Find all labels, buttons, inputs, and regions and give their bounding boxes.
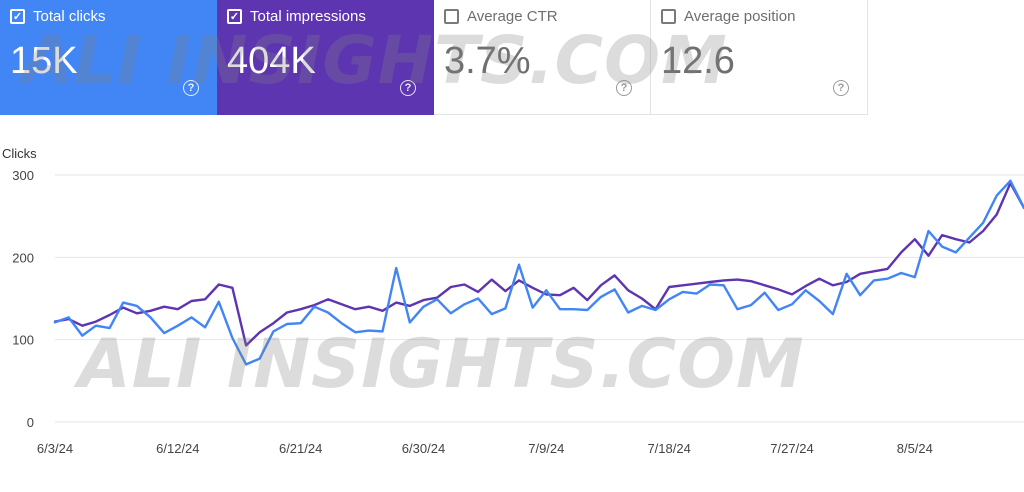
y-tick-label: 100 [12,333,34,348]
help-icon[interactable]: ? [182,80,199,96]
x-tick-label: 6/12/24 [156,441,199,456]
x-tick-label: 7/27/24 [770,441,813,456]
clicks-line-chart: Clicks 0 100 200 300 6/3/24 6/12/24 6/21/24 6/30… [2,146,1024,456]
y-tick-label: 300 [12,168,34,183]
x-tick-label: 6/30/24 [402,441,445,456]
card-header: Average position [660,8,796,25]
checkbox-unchecked-icon[interactable] [443,9,459,24]
card-label: Average CTR [466,8,558,25]
y-tick-label: 0 [27,415,34,430]
card-header: ✓ Total clicks [10,8,106,25]
impressions-series-line [53,182,1024,347]
y-axis-label: Clicks [2,146,37,161]
x-tick-label: 6/21/24 [279,441,322,456]
total-impressions-card[interactable]: ✓ Total impressions 404K ? [216,0,434,115]
card-label: Average position [683,8,796,25]
checkbox-unchecked-icon[interactable] [660,9,676,24]
help-icon[interactable]: ? [615,80,632,96]
clicks-series-line [53,179,1024,366]
average-position-card[interactable]: Average position 12.6 ? [650,0,868,115]
help-icon[interactable]: ? [399,80,416,96]
x-tick-label: 7/9/24 [528,441,564,456]
average-ctr-card[interactable]: Average CTR 3.7% ? [433,0,651,115]
x-tick-label: 6/3/24 [37,441,73,456]
card-label: Total impressions [249,8,366,25]
help-icon[interactable]: ? [833,80,849,96]
checkbox-checked-icon[interactable]: ✓ [226,9,242,24]
x-tick-label: 8/5/24 [897,441,933,456]
total-clicks-card[interactable]: ✓ Total clicks 15K ? [0,0,217,115]
card-value: 404K [226,40,316,82]
card-value: 12.6 [660,40,735,82]
card-value: 3.7% [443,40,531,82]
metric-cards: ✓ Total clicks 15K ? ✓ Total impressions… [0,0,868,115]
card-label: Total clicks [33,8,106,25]
y-tick-label: 200 [12,250,34,265]
card-header: Average CTR [443,8,558,25]
watermark-bottom: ALI INSIGHTS.COM [78,325,805,404]
checkbox-checked-icon[interactable]: ✓ [10,9,25,24]
watermark-top: ALI INSIGHTS.COM [22,22,728,99]
x-tick-label: 7/18/24 [647,441,690,456]
card-header: ✓ Total impressions [226,8,366,25]
card-value: 15K [10,40,78,82]
